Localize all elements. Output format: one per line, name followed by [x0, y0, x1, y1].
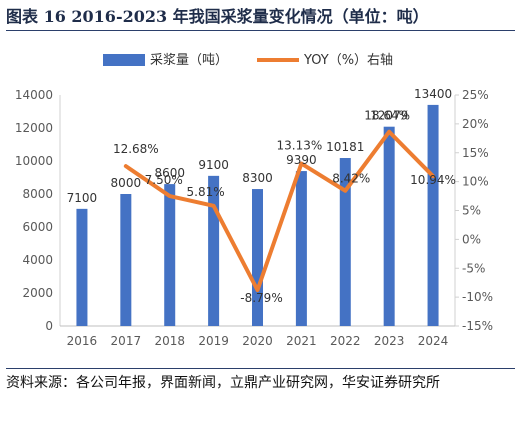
x-tick-label: 2017: [111, 334, 142, 348]
bar-label: 7100: [67, 191, 98, 205]
line-series: [123, 129, 436, 293]
x-tick-label: 2020: [242, 334, 273, 348]
right-axis: -15% -10% -5% 0% 5% 10% 15% 20% 25%: [454, 88, 493, 333]
bar: [383, 126, 395, 326]
line-label: 10.94%: [410, 173, 456, 187]
bar: [120, 194, 132, 326]
left-tick-label: 4000: [22, 253, 53, 267]
x-tick-label: 2016: [67, 334, 98, 348]
bar: [339, 158, 351, 326]
legend-label-bar: 采浆量（吨）: [150, 53, 228, 68]
line-label: 8.42%: [332, 172, 370, 186]
left-tick-label: 14000: [15, 88, 53, 102]
bar: [427, 104, 439, 327]
bar-label: 8300: [242, 171, 273, 185]
x-tick-label: 2018: [154, 334, 185, 348]
bar-label: 8600: [154, 166, 185, 180]
right-tick-label: 5%: [462, 204, 481, 218]
figure-title: 图表 16 2016-2023 年我国采浆量变化情况（单位：吨）: [6, 7, 429, 26]
right-tick-label: -5%: [462, 261, 485, 275]
line-label: 18.64%: [364, 109, 410, 123]
x-tick-label: 2024: [418, 334, 449, 348]
left-tick-label: 0: [45, 319, 53, 333]
left-tick-label: 2000: [22, 286, 53, 300]
x-tick-label: 2019: [198, 334, 229, 348]
right-tick-label: 15%: [462, 146, 489, 160]
line-label: -8.79%: [240, 291, 282, 305]
right-tick-label: 10%: [462, 175, 489, 189]
right-tick-label: 25%: [462, 88, 489, 102]
right-tick-label: -10%: [462, 290, 493, 304]
bar-label: 8000: [111, 176, 142, 190]
x-tick-label: 2022: [330, 334, 361, 348]
bar: [164, 184, 176, 326]
line-label: 5.81%: [187, 185, 225, 199]
combo-chart: 采浆量（吨） YOY（%）右轴 0 2000 4000 6000 8000 10000 120…: [15, 53, 493, 348]
bar-data-labels: 7100 8000 8600 9100 8300 9390 10181 12079 13400: [67, 87, 452, 205]
bar: [76, 208, 88, 326]
legend-swatch-bar: [103, 54, 145, 66]
bar-series: [76, 104, 439, 327]
bar-label: 10181: [326, 140, 364, 154]
right-tick-label: -15%: [462, 319, 493, 333]
bar-label: 13400: [414, 87, 452, 101]
x-axis: 2016 2017 2018 2019 2020 2021 2022 2023 2024: [60, 325, 455, 348]
bar: [208, 175, 220, 326]
right-tick-label: 20%: [462, 117, 489, 131]
source-divider: [6, 368, 515, 369]
left-tick-label: 6000: [22, 220, 53, 234]
bar: [252, 189, 263, 326]
title-divider: [6, 30, 515, 31]
left-axis: 0 2000 4000 6000 8000 10000 12000 14000: [15, 88, 61, 333]
bar: [295, 171, 307, 326]
left-tick-label: 10000: [15, 154, 53, 168]
bar-label: 9100: [198, 158, 229, 172]
line-label: 13.13%: [277, 139, 323, 153]
x-tick-label: 2021: [286, 334, 317, 348]
yoy-line: [123, 129, 436, 293]
x-tick-label: 2023: [374, 334, 405, 348]
bar-label: 12079: [370, 109, 408, 123]
line-label: 7.50%: [145, 173, 183, 187]
right-tick-label: 0%: [462, 232, 481, 246]
bar-label: 9390: [286, 153, 317, 167]
chart-legend: 采浆量（吨） YOY（%）右轴: [103, 53, 393, 68]
legend-label-line: YOY（%）右轴: [303, 53, 393, 68]
left-tick-label: 12000: [15, 121, 53, 135]
source-note: 资料来源：各公司年报，界面新闻，立鼎产业研究网，华安证券研究所: [6, 375, 440, 391]
line-label: 12.68%: [113, 142, 159, 156]
line-data-labels: 12.68%7.50%5.81%-8.79%13.13%8.42%18.64%1…: [113, 109, 456, 305]
left-tick-label: 8000: [22, 187, 53, 201]
